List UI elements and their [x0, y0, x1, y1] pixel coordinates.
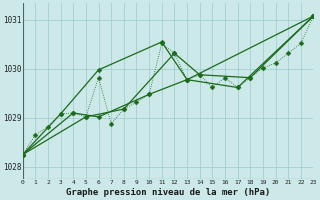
X-axis label: Graphe pression niveau de la mer (hPa): Graphe pression niveau de la mer (hPa) — [66, 188, 270, 197]
